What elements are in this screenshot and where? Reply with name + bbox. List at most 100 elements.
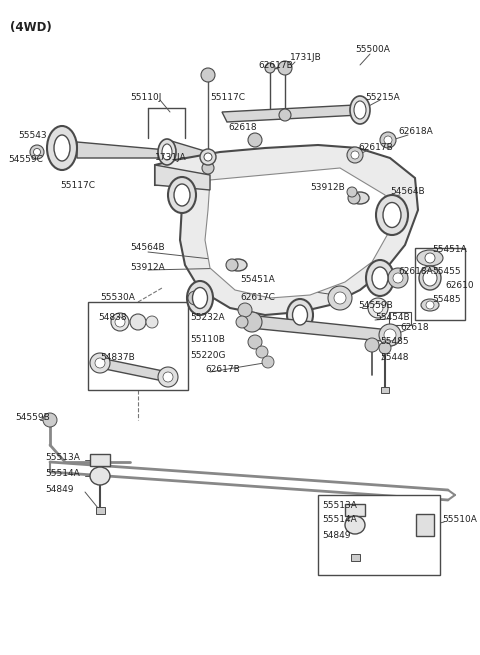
Ellipse shape	[229, 259, 247, 271]
Ellipse shape	[350, 96, 370, 124]
Circle shape	[426, 301, 434, 309]
Circle shape	[111, 313, 129, 331]
Text: 55514A: 55514A	[45, 470, 80, 479]
Polygon shape	[155, 145, 418, 315]
Ellipse shape	[287, 299, 313, 331]
Circle shape	[201, 68, 215, 82]
Bar	[350, 553, 360, 561]
Ellipse shape	[383, 202, 401, 227]
Text: 55451A: 55451A	[240, 276, 275, 284]
Text: 55510A: 55510A	[442, 515, 477, 525]
Circle shape	[115, 317, 125, 327]
Text: 55454B: 55454B	[375, 314, 409, 322]
Circle shape	[347, 187, 357, 197]
Text: 55451A: 55451A	[432, 246, 467, 255]
Bar	[88, 302, 188, 390]
Text: 54559C: 54559C	[8, 155, 43, 164]
Text: 62617B: 62617B	[205, 365, 240, 375]
Bar	[345, 504, 365, 516]
Circle shape	[384, 136, 392, 144]
Text: 55117C: 55117C	[60, 181, 95, 189]
Circle shape	[265, 63, 275, 73]
Text: 53912B: 53912B	[310, 183, 345, 193]
Ellipse shape	[345, 516, 365, 534]
Polygon shape	[168, 140, 208, 163]
Circle shape	[279, 109, 291, 121]
Circle shape	[380, 326, 400, 346]
Circle shape	[34, 149, 40, 155]
Text: 62610: 62610	[445, 280, 474, 290]
Ellipse shape	[354, 101, 366, 119]
Circle shape	[30, 145, 44, 159]
Circle shape	[95, 358, 105, 368]
Circle shape	[90, 353, 110, 373]
Circle shape	[365, 338, 379, 352]
Text: 55513A: 55513A	[45, 453, 80, 462]
Text: 62618: 62618	[400, 324, 429, 333]
Circle shape	[248, 335, 262, 349]
Text: 54559B: 54559B	[358, 301, 393, 310]
Circle shape	[278, 61, 292, 75]
Text: 55110B: 55110B	[190, 335, 225, 345]
Text: 55513A: 55513A	[322, 500, 357, 510]
Circle shape	[373, 303, 383, 313]
Ellipse shape	[54, 135, 70, 161]
Ellipse shape	[168, 177, 196, 213]
Circle shape	[130, 314, 146, 330]
Ellipse shape	[47, 126, 77, 170]
Polygon shape	[100, 358, 168, 382]
Bar	[318, 495, 440, 575]
Circle shape	[146, 316, 158, 328]
Text: (4WD): (4WD)	[10, 22, 52, 35]
Ellipse shape	[372, 267, 388, 289]
Text: 62617C: 62617C	[240, 293, 275, 303]
Text: 54849: 54849	[322, 531, 350, 540]
Text: 53912A: 53912A	[130, 263, 165, 272]
Circle shape	[163, 372, 173, 382]
Circle shape	[368, 298, 388, 318]
Circle shape	[202, 162, 214, 174]
Text: 55117C: 55117C	[210, 94, 245, 102]
Text: 55448: 55448	[380, 354, 408, 362]
Circle shape	[226, 259, 238, 271]
Polygon shape	[205, 168, 390, 298]
Ellipse shape	[351, 192, 369, 204]
Polygon shape	[248, 315, 392, 342]
Circle shape	[236, 316, 248, 328]
Text: 62618A: 62618A	[398, 128, 433, 136]
Text: 62618A: 62618A	[398, 267, 433, 276]
Text: 54564B: 54564B	[130, 244, 165, 252]
Circle shape	[380, 132, 396, 148]
Circle shape	[379, 342, 391, 354]
Bar	[389, 312, 411, 324]
Ellipse shape	[162, 144, 172, 160]
Text: 55514A: 55514A	[322, 515, 357, 525]
Circle shape	[393, 273, 403, 283]
Text: 54559B: 54559B	[15, 413, 50, 422]
Circle shape	[328, 286, 352, 310]
Text: 55215A: 55215A	[365, 94, 400, 102]
Polygon shape	[77, 142, 167, 158]
Circle shape	[43, 413, 57, 427]
Circle shape	[158, 367, 178, 387]
Ellipse shape	[174, 184, 190, 206]
Circle shape	[204, 153, 212, 161]
Bar	[415, 248, 465, 320]
Polygon shape	[155, 165, 210, 190]
Circle shape	[238, 303, 252, 317]
Bar	[90, 454, 110, 466]
Ellipse shape	[90, 467, 110, 485]
Circle shape	[200, 149, 216, 165]
Text: 62617B: 62617B	[358, 143, 393, 153]
Text: 55232A: 55232A	[190, 314, 225, 322]
Bar	[96, 506, 105, 514]
Text: 62618: 62618	[228, 124, 257, 132]
Text: 55455: 55455	[432, 267, 461, 276]
Circle shape	[248, 133, 262, 147]
Bar	[381, 387, 389, 393]
Text: 54564B: 54564B	[390, 187, 425, 196]
Ellipse shape	[376, 195, 408, 235]
Polygon shape	[222, 105, 360, 122]
Ellipse shape	[419, 266, 441, 290]
Ellipse shape	[366, 260, 394, 296]
